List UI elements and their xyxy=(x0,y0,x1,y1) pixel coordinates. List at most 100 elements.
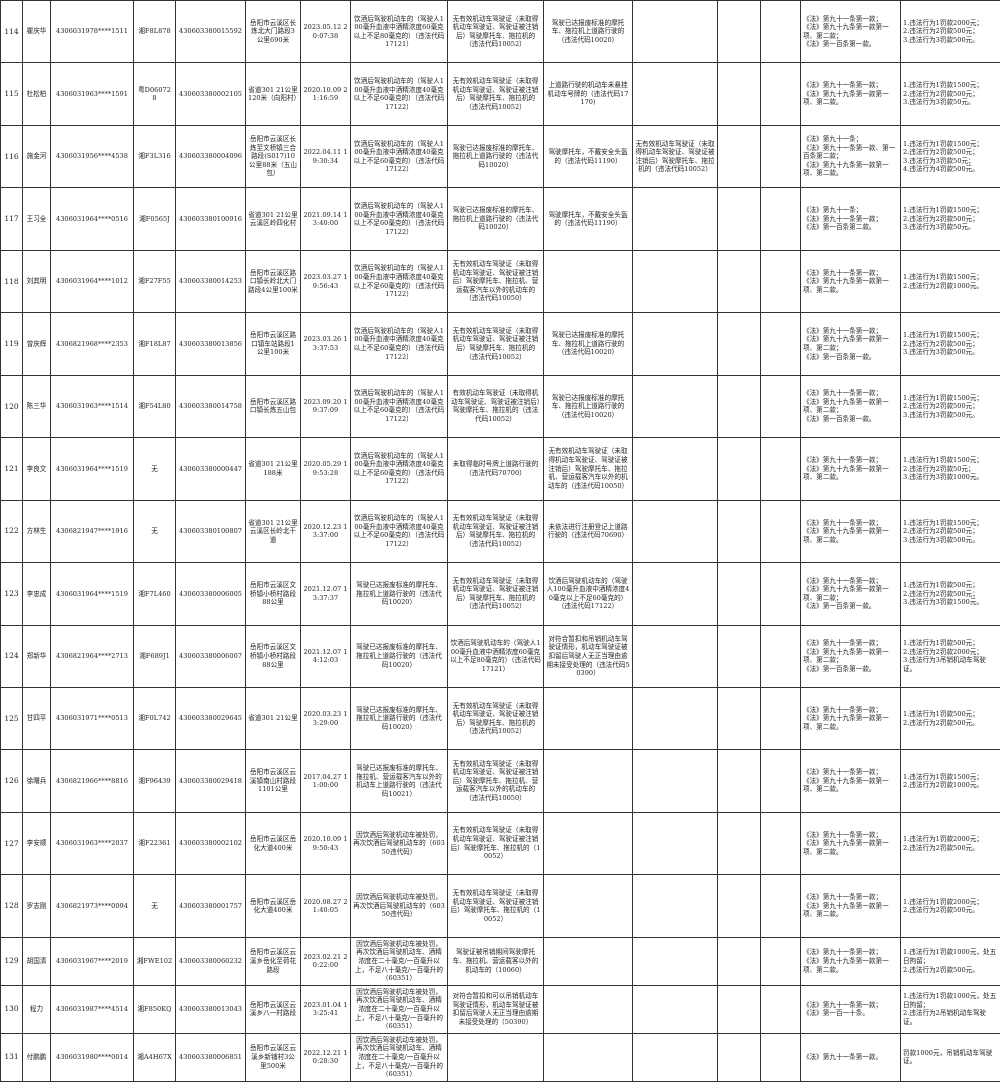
location-cell: 省道301 21公里 xyxy=(246,687,301,749)
blank-cell xyxy=(761,250,801,312)
record-number: 430603380060232 xyxy=(176,938,245,985)
location: 省道301 21公里 xyxy=(246,688,300,749)
legal-basis: 《法》第九十一条第一款； 《法》第九十九条第一款第一项、第二款。 xyxy=(801,438,900,499)
id-number-cell: 4306031956****4538 xyxy=(51,125,134,187)
id-number: 4306821973****0094 xyxy=(51,875,133,936)
legal-basis: 《法》第九十一条第一款； 《法》第九十九条第一款第一项、第二款； 《法》第一百条… xyxy=(801,376,900,437)
name-cell: 方林生 xyxy=(23,500,51,562)
row-number: 124 xyxy=(1,626,22,687)
violation-2-cell: 驾驶证被吊销期间驾驶摩托车、拖拉机、营运载客以外的机动车的（10060） xyxy=(448,937,544,985)
legal-basis-cell: 《法》第九十一条第一款； 《法》第九十九条第一款第一项、第二款。 xyxy=(801,687,901,749)
violation-4-cell xyxy=(633,313,718,375)
violation-3: 驾驶已达报废标准的摩托车、拖拉机上道路行驶的（违法代码10020） xyxy=(544,313,632,374)
legal-basis: 《法》第九十一条第一款； 《法》第九十九条第一款第一项、第二款。 xyxy=(801,501,900,562)
blank-cell xyxy=(718,500,761,562)
name-cell: 王习全 xyxy=(23,188,51,250)
violation-3: 驾驶摩托车，不戴安全头盔的（违法代码11190） xyxy=(544,126,632,187)
row-number-cell: 129 xyxy=(1,937,23,985)
id-number-cell: 4306031963****2037 xyxy=(51,812,134,874)
row-number: 120 xyxy=(1,376,22,437)
violation-4-cell xyxy=(633,1,718,63)
penalty: 1.违法行为1罚款2000元； 2.违法行为2罚款500元； 3.违法行为3罚款… xyxy=(901,1,1000,62)
location-cell: 省道301 21公里188米 xyxy=(246,438,301,500)
violation-2: 驾驶已达报废标准的摩托车、拖拉机上道路行驶的（违法代码10020） xyxy=(448,126,543,187)
penalty-cell: 1.违法行为1罚款1000元，处五日拘留； 2.违法行为2吊销机动车驾驶证。 xyxy=(901,985,1000,1033)
violation-3: 驾驶摩托车，不戴安全头盔的（违法代码11190） xyxy=(544,188,632,249)
violation-2-cell: 驾驶已达报废标准的摩托车、拖拉机上道路行驶的（违法代码10020） xyxy=(448,188,544,250)
violation-4-cell xyxy=(633,687,718,749)
id-number: 4306031971****0513 xyxy=(51,688,133,749)
blank-cell xyxy=(718,375,761,437)
id-number-cell: 4306821947****1916 xyxy=(51,500,134,562)
location-cell: 岳阳市云溪区云溪镇南山村路段1101公里 xyxy=(246,750,301,812)
blank-cell xyxy=(761,563,801,625)
penalty: 1.违法行为1罚款500元； 2.违法行为2罚款2000元； 3.违法行为3吊销… xyxy=(901,626,1000,687)
datetime-cell: 2020.03.23 13:29:00 xyxy=(301,687,351,749)
penalty: 1.违法行为1罚款1500元； 2.违法行为2罚款500元； 3.违法行为3罚款… xyxy=(901,63,1000,124)
violation-1: 饮酒后驾驶机动车的（驾驶人100毫升血液中酒精浓度40毫克以上不足60毫克的）（… xyxy=(351,126,447,187)
blank-cell xyxy=(761,188,801,250)
legal-basis: 《法》第九十一条第一款； 《法》第九十九条第一款第一项、第二款。 xyxy=(801,688,900,749)
legal-basis: 《法》第九十一条第一款； 《法》第九十九条第一款第一项、第二款。 xyxy=(801,875,900,936)
row-number: 118 xyxy=(1,251,22,312)
datetime: 2022.12.21 10:28:30 xyxy=(301,1034,350,1081)
violation-3-cell xyxy=(544,985,633,1033)
location-cell: 岳阳市云溪区云溪乡八一村路段 xyxy=(246,985,301,1033)
violation-2: 无有效机动车驾驶证（未取得机动车驾驶证、驾驶证被注销后）驾驶摩托车、拖拉机的（违… xyxy=(448,688,543,749)
blank-cell xyxy=(718,63,761,125)
datetime: 2022.04.11 19:30:34 xyxy=(301,126,350,187)
violation-1-cell: 驾驶已达报废标准的摩托车、拖拉机、营运载客汽车以外的机动车上道路行驶的（违法代码… xyxy=(351,750,448,812)
id-number-cell: 4306821968****2353 xyxy=(51,313,134,375)
violation-2: 无有效机动车驾驶证（未取得机动车驾驶证、驾驶证被注销后）驾驶摩托车、拖拉机、营运… xyxy=(448,251,543,312)
datetime: 2020.10.09 19:50:43 xyxy=(301,813,350,874)
penalty-cell: 1.违法行为1罚款500元； 2.违法行为2罚款2000元； 3.违法行为3吊销… xyxy=(901,625,1000,687)
violation-3-cell: 对符合暂扣和吊销机动车驾驶证情形，机动车驾驶证被扣留后驾驶人无正当理由逾期未接受… xyxy=(544,625,633,687)
blank-cell xyxy=(761,125,801,187)
blank-cell xyxy=(761,985,801,1033)
row-number-cell: 117 xyxy=(1,188,23,250)
blank-cell xyxy=(718,687,761,749)
blank-cell xyxy=(718,750,761,812)
datetime-cell: 2023.03.26 13:37:53 xyxy=(301,313,351,375)
blank-cell xyxy=(761,313,801,375)
legal-basis-cell: 《法》第九十一条第一款； 《法》第九十九条第一款第一项、第二款； 《法》第一百条… xyxy=(801,563,901,625)
violation-3: 未依法进行注册登记上道路行驶的（违法代码70690） xyxy=(544,501,632,562)
violation-4-cell xyxy=(633,563,718,625)
plate-cell: 湘FWE102 xyxy=(134,937,176,985)
violation-3-cell xyxy=(544,750,633,812)
blank-cell xyxy=(718,438,761,500)
blank-cell xyxy=(761,875,801,937)
id-number: 4306031978****1511 xyxy=(51,1,133,62)
penalty: 1.违法行为1罚款1500元； 2.违法行为2罚款500元； 3.违法行为3罚款… xyxy=(901,313,1000,374)
datetime-cell: 2020.12.23 13:37:00 xyxy=(301,500,351,562)
record-number-cell: 430603380013856 xyxy=(176,313,246,375)
location: 省道301 21公里云溪区岭四化村 xyxy=(246,188,300,249)
row-number-cell: 123 xyxy=(1,563,23,625)
violation-3: 对符合暂扣和吊销机动车驾驶证情形，机动车驾驶证被扣留后驾驶人无正当理由逾期未接受… xyxy=(544,626,632,687)
record-number: 430603380006851 xyxy=(176,1034,245,1081)
record-number: 430603380004096 xyxy=(176,126,245,187)
violation-4-cell xyxy=(633,750,718,812)
violation-2-cell: 无有效机动车驾驶证（未取得机动车驾驶证、驾驶证被注销后）驾驶摩托车、拖拉机、营运… xyxy=(448,250,544,312)
legal-basis-cell: 《法》第九十一条第一款； 《法》第九十九条第一款第一项、第二款。 xyxy=(801,875,901,937)
penalty: 罚款1000元，吊销机动车驾驶证。 xyxy=(901,1034,1000,1081)
name-cell: 杜松柏 xyxy=(23,63,51,125)
blank-cell xyxy=(761,1,801,63)
location: 省道301 21公里188米 xyxy=(246,438,300,499)
plate-cell: 湘F689J1 xyxy=(134,625,176,687)
location-cell: 岳阳市云溪区路口镇车站路段1公里100米 xyxy=(246,313,301,375)
location-cell: 岳阳市云溪区岳化大道400米 xyxy=(246,812,301,874)
legal-basis-cell: 《法》第九十一条第一款； 《法》第九十九条第一款第一项、第二款。 xyxy=(801,250,901,312)
blank-cell xyxy=(718,1,761,63)
violation-2-cell: 无有效机动车驾驶证（未取得机动车驾驶证、驾驶证被注销后）驾驶摩托车、拖拉机的（违… xyxy=(448,563,544,625)
record-number: 430603380002102 xyxy=(176,813,245,874)
plate: 无 xyxy=(134,501,175,562)
blank-cell xyxy=(761,812,801,874)
violation-1-cell: 饮酒后驾驶机动车的（驾驶人100毫升血液中酒精浓度40毫克以上不足60毫克的）（… xyxy=(351,375,448,437)
row-number: 128 xyxy=(1,875,22,936)
